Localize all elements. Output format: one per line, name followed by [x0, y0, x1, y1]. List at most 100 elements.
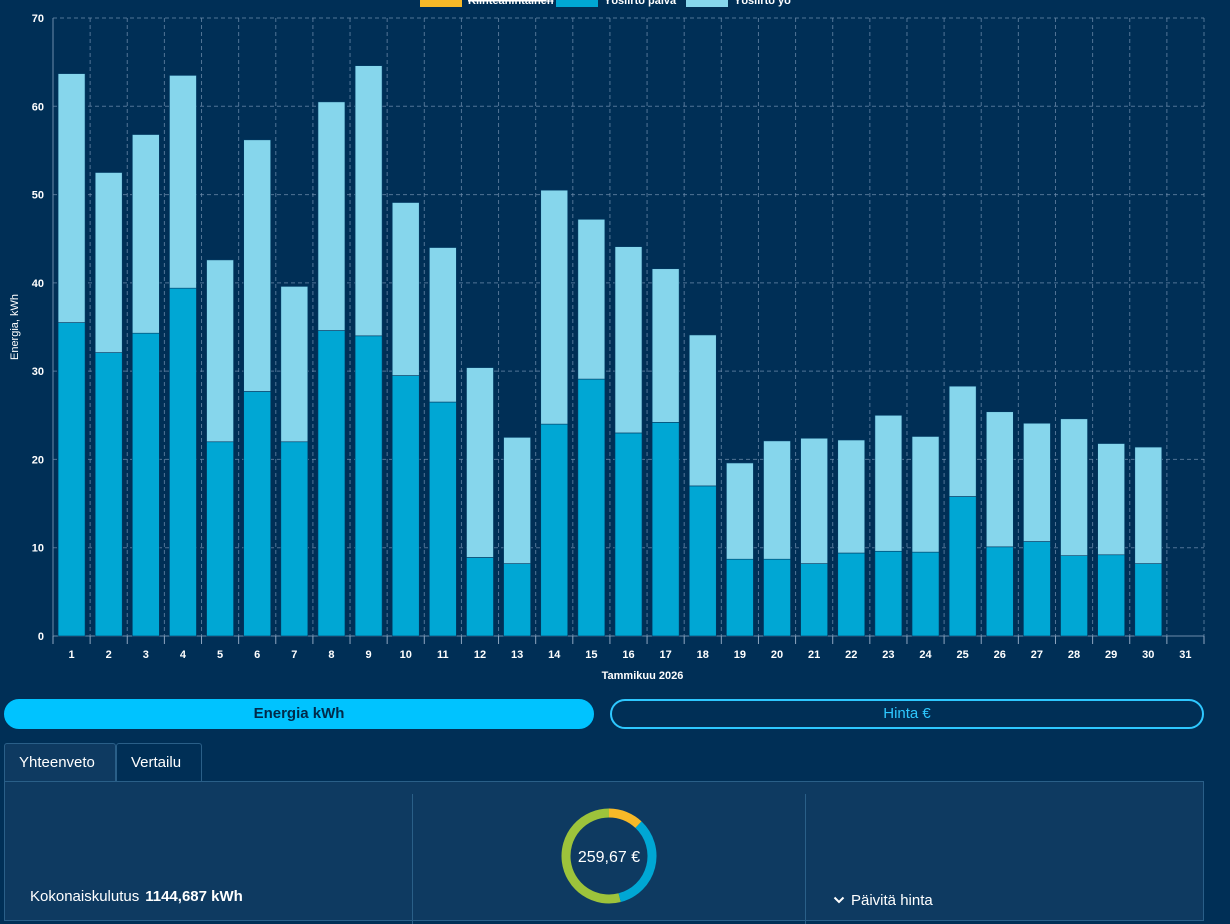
x-tick-label: 30	[1142, 649, 1154, 661]
refresh-price-button[interactable]: Päivitä hinta	[833, 892, 933, 909]
bar-segment	[243, 391, 272, 637]
bar-segment	[503, 437, 531, 564]
chevron-down-icon	[833, 892, 845, 909]
bar-segment	[503, 563, 531, 637]
x-tick-label: 23	[882, 649, 894, 661]
x-tick-label: 12	[474, 649, 486, 661]
x-tick-label: 9	[366, 649, 372, 661]
y-tick-label: 20	[32, 454, 44, 466]
summary-panel: Kokonaiskulutus 1144,687 kWh 259,67 € Päi…	[4, 781, 1204, 924]
legend-swatch	[556, 0, 598, 7]
bar-segment	[169, 75, 197, 289]
x-tick-label: 20	[771, 649, 783, 661]
panel-divider	[412, 794, 413, 924]
x-tick-label: 24	[919, 649, 932, 661]
bar-segment	[1134, 446, 1163, 564]
x-axis-title: Tammikuu 2026	[602, 670, 684, 682]
bar-segment	[763, 440, 791, 560]
y-tick-label: 30	[32, 366, 44, 378]
bar-segment	[688, 334, 717, 487]
bar-segment	[874, 414, 903, 552]
bar-segment	[429, 247, 457, 403]
bar-segment	[985, 411, 1014, 548]
x-tick-label: 28	[1068, 649, 1080, 661]
tab-compare[interactable]: Vertailu	[116, 743, 202, 782]
bar-segment	[429, 401, 457, 637]
x-tick-label: 6	[254, 649, 260, 661]
bar-segment	[577, 378, 606, 637]
bar-segment	[1097, 443, 1125, 556]
bar-segment	[837, 439, 866, 554]
y-tick-label: 10	[32, 543, 44, 555]
legend-swatch	[686, 0, 728, 7]
bar-segment	[317, 101, 346, 331]
donut-segment	[561, 808, 621, 904]
bar-segment	[1134, 563, 1163, 637]
bar-segment	[94, 352, 123, 637]
bar-segment	[466, 367, 494, 558]
bar-segment	[763, 558, 791, 637]
bar-segment	[726, 558, 754, 637]
x-tick-label: 21	[808, 649, 820, 661]
legend-label: Yösiirto päivä	[604, 0, 677, 7]
x-tick-label: 29	[1105, 649, 1117, 661]
y-tick-label: 50	[32, 190, 44, 202]
bar-segment	[94, 172, 123, 353]
tab-summary[interactable]: Yhteenveto	[4, 743, 116, 782]
energy-kwh-button[interactable]: Energia kWh	[4, 699, 594, 729]
x-tick-label: 22	[845, 649, 857, 661]
y-tick-label: 60	[32, 101, 44, 113]
bar-segment	[57, 73, 86, 323]
bar-segment	[1023, 541, 1051, 637]
bar-segment	[614, 246, 643, 434]
bar-segment	[948, 385, 977, 497]
x-tick-label: 16	[622, 649, 634, 661]
legend-label: Yösiirto yö	[734, 0, 791, 7]
x-tick-label: 7	[291, 649, 297, 661]
x-tick-label: 13	[511, 649, 523, 661]
price-eur-button[interactable]: Hinta €	[610, 699, 1204, 729]
bar-segment	[317, 330, 346, 637]
y-tick-label: 70	[32, 13, 44, 25]
legend-label: Kiinteähintainen	[468, 0, 554, 7]
x-tick-label: 4	[180, 649, 187, 661]
x-tick-label: 11	[437, 649, 449, 661]
bar-segment	[466, 557, 494, 637]
bar-segment	[614, 432, 643, 637]
bar-segment	[57, 322, 86, 637]
x-tick-label: 18	[697, 649, 709, 661]
bar-segment	[132, 134, 160, 334]
legend-swatch	[420, 0, 462, 7]
x-tick-label: 27	[1031, 649, 1043, 661]
x-tick-label: 5	[217, 649, 223, 661]
x-tick-label: 10	[400, 649, 412, 661]
bar-segment	[243, 139, 272, 392]
x-tick-label: 14	[548, 649, 561, 661]
y-tick-label: 40	[32, 278, 44, 290]
bar-segment	[800, 437, 828, 564]
bar-segment	[391, 375, 420, 637]
bar-segment	[1023, 422, 1051, 542]
bar-segment	[540, 423, 569, 637]
bar-segment	[280, 441, 309, 637]
x-tick-label: 15	[585, 649, 597, 661]
cost-donut-chart: 259,67 €	[561, 808, 657, 904]
bar-segment	[280, 286, 309, 443]
x-tick-label: 26	[994, 649, 1006, 661]
x-tick-label: 2	[106, 649, 112, 661]
total-cost: 259,67 €	[578, 849, 640, 866]
bar-segment	[800, 563, 828, 637]
bar-segment	[688, 485, 717, 637]
total-consumption-value: 1144,687 kWh	[145, 888, 243, 905]
x-tick-label: 1	[69, 649, 75, 661]
bar-segment	[948, 496, 977, 637]
total-consumption: Kokonaiskulutus 1144,687 kWh	[30, 888, 243, 905]
bar-segment	[985, 546, 1014, 637]
bar-segment	[354, 65, 383, 337]
donut-segment	[608, 808, 642, 829]
total-consumption-label: Kokonaiskulutus	[30, 888, 140, 905]
bar-segment	[206, 441, 234, 637]
x-tick-label: 3	[143, 649, 149, 661]
bar-segment	[651, 268, 680, 423]
